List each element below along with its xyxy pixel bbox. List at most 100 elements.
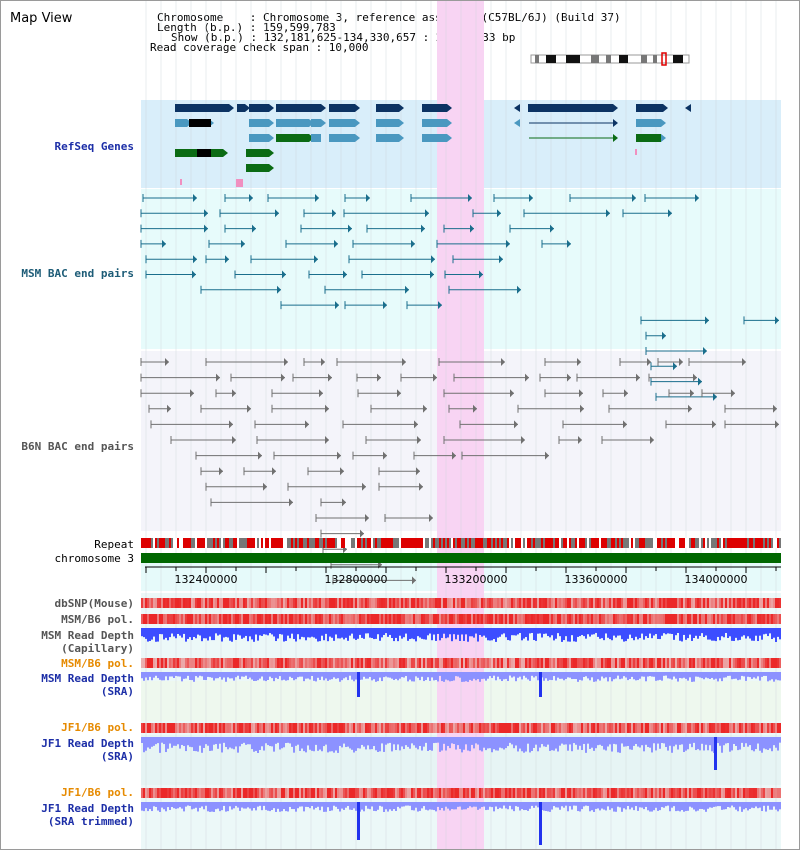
repeat-block [197, 538, 199, 548]
polymorphism-cell [229, 598, 231, 608]
polymorphism-cell [539, 723, 541, 733]
read-depth-bar [595, 628, 597, 633]
read-depth-spike [539, 672, 542, 697]
polymorphism-cell [187, 723, 189, 733]
read-depth-bar [405, 628, 407, 634]
polymorphism-cell [179, 614, 181, 624]
polymorphism-cell [615, 614, 617, 624]
read-depth-bar [569, 802, 571, 807]
read-depth-bar [489, 802, 491, 807]
repeat-block [479, 538, 481, 548]
polymorphism-cell [579, 788, 581, 798]
polymorphism-cell [175, 614, 177, 624]
polymorphism-cell [185, 598, 187, 608]
jf1-read-depth-sra-label[interactable]: JF1 Read Depth (SRA) [41, 737, 134, 763]
read-depth-bar [253, 628, 255, 642]
jf1-b6-pol-trimmed-label[interactable]: JF1/B6 pol. [61, 786, 134, 799]
refseq-genes-label[interactable]: RefSeq Genes [54, 140, 134, 153]
b6n-bac-label[interactable]: B6N BAC end pairs [21, 440, 134, 453]
repeat-block [287, 538, 289, 548]
polymorphism-cell [373, 614, 375, 624]
bac-end [775, 316, 779, 325]
polymorphism-cell [435, 788, 437, 798]
polymorphism-cell [441, 598, 443, 608]
repeat-block [523, 538, 525, 548]
read-depth-bar [293, 737, 295, 753]
read-depth-bar [523, 737, 525, 753]
polymorphism-cell [657, 658, 659, 668]
jf1-b6-pol-label[interactable]: JF1/B6 pol. [61, 721, 134, 734]
read-depth-bar [425, 802, 427, 810]
polymorphism-cell [609, 614, 611, 624]
polymorphism-cell [301, 658, 303, 668]
polymorphism-cell [167, 788, 169, 798]
axis-tick-label: 134000000 [685, 573, 748, 586]
polymorphism-cell [213, 788, 215, 798]
polymorphism-cell [669, 658, 671, 668]
read-depth-bar [423, 628, 425, 640]
dbsnp-label[interactable]: dbSNP(Mouse) [54, 597, 134, 610]
polymorphism-cell [381, 614, 383, 624]
msm-read-depth-capillary-label[interactable]: MSM Read Depth (Capillary) [41, 629, 134, 655]
b6n-bac-end-pairs-track[interactable] [140, 358, 779, 585]
polymorphism-cell [763, 788, 765, 798]
polymorphism-cell [257, 788, 259, 798]
read-depth-bar [573, 628, 575, 642]
bac-end [263, 482, 267, 491]
polymorphism-cell [721, 723, 723, 733]
jf1-read-depth-trimmed-label[interactable]: JF1 Read Depth (SRA trimmed) [41, 802, 134, 828]
read-depth-bar [469, 802, 471, 807]
polymorphism-cell [423, 614, 425, 624]
read-depth-bar [323, 737, 325, 747]
read-depth-bar [711, 628, 713, 641]
msm-b6-pol-label[interactable]: MSM/B6 pol. [61, 613, 134, 626]
read-depth-bar [171, 672, 173, 677]
polymorphism-cell [385, 788, 387, 798]
read-depth-bar [639, 802, 641, 808]
polymorphism-cell [601, 614, 603, 624]
msm-bac-label[interactable]: MSM BAC end pairs [21, 267, 134, 280]
polymorphism-cell [773, 788, 775, 798]
repeat-block [347, 538, 349, 548]
read-depth-bar [271, 802, 273, 810]
read-depth-bar [589, 672, 591, 681]
repeat-block [535, 538, 537, 548]
repeat-block [449, 538, 451, 548]
refseq-genes-track[interactable] [175, 104, 691, 187]
polymorphism-cell [393, 614, 395, 624]
read-depth-bar [645, 628, 647, 637]
read-depth-bar [433, 672, 435, 681]
polymorphism-cell [521, 614, 523, 624]
repeat-block [587, 538, 589, 548]
polymorphism-cell [169, 598, 171, 608]
read-depth-bar [427, 628, 429, 636]
msm-b6-pol-sra-label[interactable]: MSM/B6 pol. [61, 657, 134, 670]
repeat-block [513, 538, 515, 548]
polymorphism-cell [509, 723, 511, 733]
polymorphism-cell [471, 723, 473, 733]
read-depth-bar [777, 628, 779, 637]
read-depth-bar [521, 737, 523, 752]
polymorphism-cell [311, 598, 313, 608]
polymorphism-cell [539, 598, 541, 608]
polymorphism-cell [521, 658, 523, 668]
polymorphism-cell [203, 614, 205, 624]
read-depth-bar [545, 628, 547, 634]
polymorphism-cell [275, 723, 277, 733]
polymorphism-cell [459, 598, 461, 608]
axis-tick-label: 132400000 [175, 573, 238, 586]
msm-bac-end-pairs-track[interactable] [140, 194, 779, 401]
polymorphism-cell [545, 598, 547, 608]
repeat-block [413, 538, 415, 548]
bac-end [275, 209, 279, 218]
chromosome-ideogram[interactable] [530, 52, 690, 66]
read-depth-bar [427, 737, 429, 751]
bac-end [282, 270, 286, 279]
read-depth-bar [657, 737, 659, 744]
polymorphism-cell [237, 598, 239, 608]
polymorphism-cell [429, 788, 431, 798]
repeat-label[interactable]: Repeat [94, 538, 134, 551]
polymorphism-cell [741, 658, 743, 668]
msm-read-depth-sra-label[interactable]: MSM Read Depth (SRA) [41, 672, 134, 698]
